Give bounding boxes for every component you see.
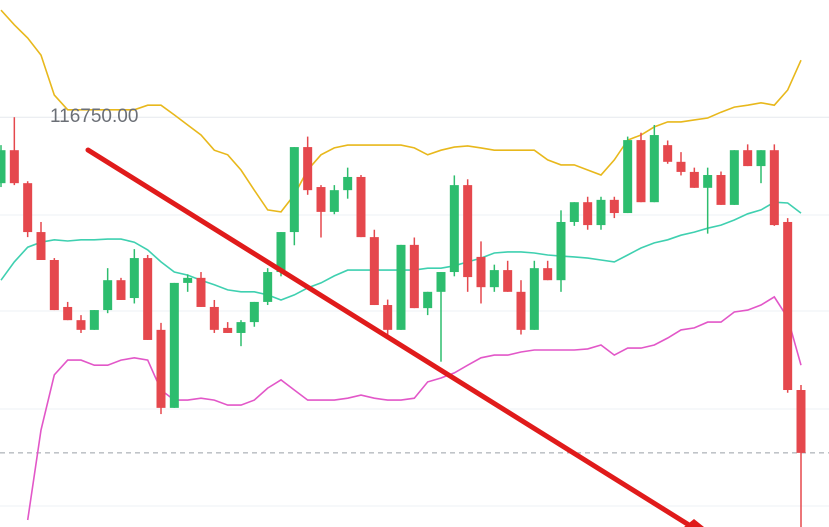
candle-body — [543, 268, 553, 281]
candle-body — [529, 268, 539, 330]
candles — [0, 117, 806, 527]
candle-body — [609, 199, 619, 214]
candle-body — [396, 244, 406, 330]
candle-body — [676, 161, 686, 172]
candle-body — [729, 150, 739, 205]
candle-body — [276, 232, 286, 273]
candle-body — [63, 306, 73, 321]
candle-body — [636, 140, 646, 203]
candle-body — [423, 291, 433, 309]
candle-body — [689, 171, 699, 188]
candle-body — [343, 176, 353, 191]
candle-body — [209, 306, 219, 330]
candle-body — [23, 183, 33, 233]
candle-body — [583, 202, 593, 226]
candle-body — [289, 147, 299, 233]
candle-body — [143, 258, 153, 340]
candle-body — [383, 305, 393, 330]
candle-body — [263, 272, 273, 302]
grid — [0, 116, 829, 454]
candle-body — [596, 199, 606, 226]
candle-body — [569, 202, 579, 222]
candle-body — [369, 237, 379, 306]
candle-body — [329, 190, 339, 212]
candle-body — [89, 310, 99, 330]
candle-body — [116, 280, 126, 300]
candle-body — [36, 232, 46, 261]
arrow-head — [684, 519, 704, 527]
indicator-line — [0, 9, 802, 213]
candle-body — [129, 258, 139, 299]
candle-body — [556, 221, 566, 281]
candle-body — [49, 260, 59, 311]
candle-body — [623, 140, 633, 214]
candle-body — [356, 176, 366, 238]
candle-body — [743, 150, 753, 167]
candle-body — [236, 322, 246, 333]
candle-body — [76, 320, 86, 330]
candle-body — [716, 175, 726, 205]
candle-body — [489, 270, 499, 288]
candle-body — [663, 145, 673, 162]
candle-body — [409, 244, 419, 309]
candle-body — [103, 280, 113, 311]
price-label: 116750.00 — [50, 106, 138, 127]
grid-background — [0, 214, 829, 507]
candle-body — [769, 150, 779, 226]
candle-body — [503, 270, 513, 292]
candle-body — [783, 221, 793, 391]
candle-body — [436, 272, 446, 292]
candle-body — [0, 150, 6, 184]
candle-body — [476, 256, 486, 288]
trend-arrow — [85, 147, 697, 527]
candle-body — [316, 187, 326, 212]
candle-body — [169, 282, 179, 408]
candle-body — [183, 277, 193, 283]
candle-body — [516, 291, 526, 330]
candle-body — [756, 150, 766, 167]
labels: 116750.00 — [50, 106, 138, 127]
candle-body — [796, 390, 806, 453]
candle-body — [303, 147, 313, 191]
candle-body — [249, 301, 259, 323]
candle-body — [449, 185, 459, 273]
candle-body — [649, 135, 659, 203]
candle-body — [9, 150, 19, 184]
candle-body — [223, 327, 233, 333]
candle-body — [463, 185, 473, 278]
candle-body — [703, 175, 713, 188]
candle-body — [196, 277, 206, 307]
candle-body — [156, 329, 166, 408]
